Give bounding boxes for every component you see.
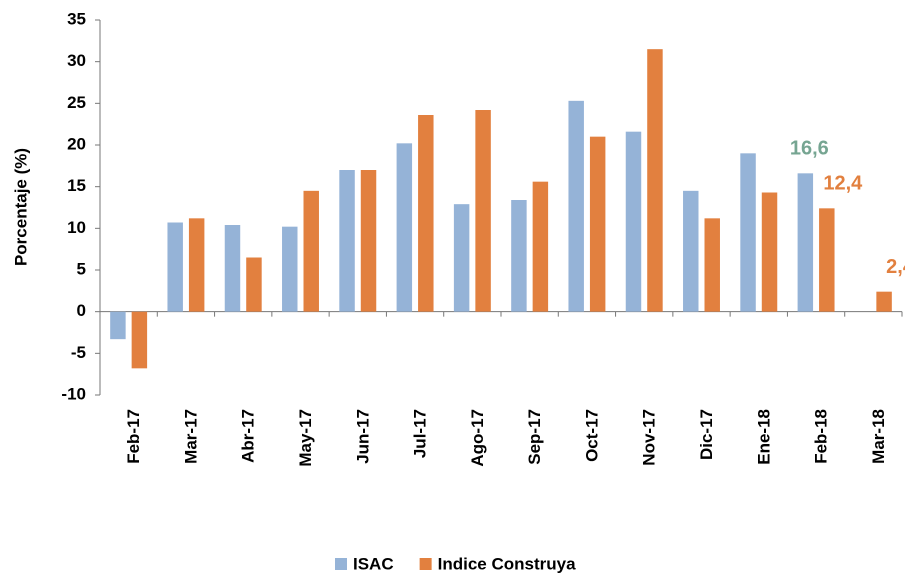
y-tick-label: 10 — [67, 218, 86, 237]
bar — [303, 190, 319, 312]
x-tick-label: Mar-18 — [869, 409, 888, 464]
x-tick-label: Nov-17 — [640, 409, 659, 466]
value-label: 12,4 — [823, 173, 863, 195]
legend-label: ISAC — [353, 554, 394, 573]
bar — [740, 153, 756, 312]
bar — [876, 291, 892, 312]
bar — [475, 110, 491, 312]
legend-label: Indice Construya — [438, 554, 576, 573]
bar — [339, 170, 355, 312]
x-tick-label: Dic-17 — [697, 409, 716, 460]
y-tick-label: 30 — [67, 51, 86, 70]
bar — [224, 225, 241, 312]
bar — [647, 49, 663, 312]
y-tick-label: -10 — [61, 384, 86, 403]
y-tick-label: 5 — [77, 259, 86, 278]
legend-swatch — [419, 558, 432, 570]
bar — [704, 218, 720, 312]
bar — [396, 143, 413, 312]
x-tick-label: Jun-17 — [353, 409, 372, 464]
bar — [511, 200, 527, 312]
y-tick-label: 20 — [67, 134, 86, 153]
y-axis-title: Porcentaje (%) — [11, 148, 30, 266]
x-tick-label: Ago-17 — [468, 409, 487, 467]
x-tick-label: Feb-18 — [812, 409, 831, 464]
bar — [246, 257, 262, 312]
bar — [167, 222, 183, 312]
y-tick-label: 25 — [67, 93, 86, 112]
bar — [683, 190, 699, 312]
x-tick-label: Feb-17 — [124, 409, 143, 464]
bar — [131, 311, 148, 369]
bar — [568, 100, 584, 312]
x-tick-label: Abr-17 — [239, 409, 258, 463]
x-tick-label: Sep-17 — [525, 409, 544, 465]
bar — [418, 115, 434, 312]
bar — [282, 226, 298, 312]
x-tick-label: Ene-18 — [754, 409, 773, 465]
value-label: 2,4 — [886, 256, 905, 278]
bar — [360, 170, 377, 312]
y-tick-label: 0 — [77, 301, 86, 320]
y-tick-label: 35 — [67, 9, 86, 28]
x-tick-label: Jul-17 — [411, 409, 430, 458]
bar — [819, 208, 835, 312]
value-label: 16,6 — [790, 138, 829, 160]
bar — [797, 173, 814, 312]
legend-swatch — [335, 558, 347, 570]
bar — [532, 181, 549, 312]
bar — [589, 136, 606, 312]
bar — [110, 311, 126, 340]
bar — [625, 131, 642, 312]
y-tick-label: 15 — [67, 176, 86, 195]
x-tick-label: Oct-17 — [582, 409, 601, 462]
bar — [761, 192, 778, 312]
bar — [188, 218, 205, 312]
y-tick-label: -5 — [71, 343, 86, 362]
x-tick-label: Mar-17 — [181, 409, 200, 464]
bar — [453, 204, 470, 312]
x-tick-label: May-17 — [296, 409, 315, 467]
